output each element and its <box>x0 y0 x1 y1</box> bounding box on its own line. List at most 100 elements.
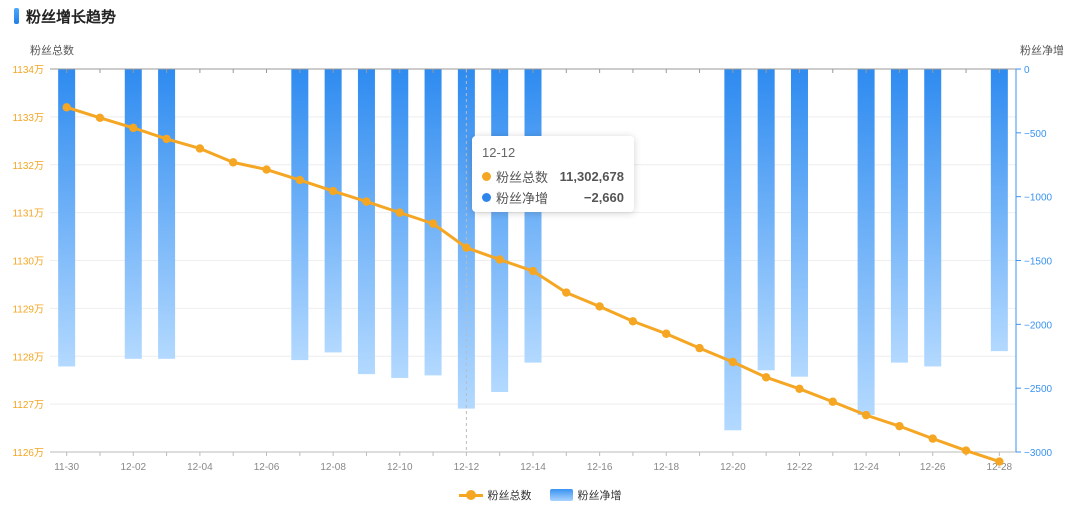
x-axis-tick-label: 12-10 <box>387 462 413 473</box>
bar <box>724 69 742 431</box>
left-axis-tick-label: 1126万 <box>12 448 44 459</box>
bar <box>524 69 542 363</box>
x-axis-tick-label: 12-04 <box>187 462 213 473</box>
axes: 1126万 1127万 1128万 1129万 1130万 1131万 1132万 1133万… <box>12 65 1052 473</box>
tooltip-dot-total <box>482 172 491 181</box>
line-point <box>562 288 571 297</box>
line-point <box>895 421 904 431</box>
line-point <box>95 113 105 123</box>
line-point <box>995 457 1004 466</box>
tooltip: 12-12 粉丝总数 11,302,678 粉丝净增 −2,660 <box>472 136 634 212</box>
left-axis-tick-label: 1132万 <box>12 161 44 172</box>
bar <box>857 69 875 415</box>
bar <box>391 69 409 378</box>
left-axis-name: 粉丝总数 <box>30 43 74 57</box>
legend-item-total[interactable]: 粉丝总数 <box>458 487 532 503</box>
x-axis-tick-label: 12-28 <box>987 462 1013 473</box>
x-axis-tick-label: 12-24 <box>853 462 879 473</box>
bar <box>924 69 942 367</box>
chart-legend: 粉丝总数 粉丝净增 <box>0 487 1080 503</box>
line-point <box>928 434 937 443</box>
right-axis-tick-label: −2000 <box>1024 320 1053 331</box>
x-axis-tick-label: 12-14 <box>520 462 546 473</box>
tooltip-label-net: 粉丝净增 <box>496 191 549 206</box>
line-point <box>628 317 638 326</box>
x-axis-tick-label: 12-20 <box>720 462 746 473</box>
line-point <box>961 446 971 455</box>
tooltip-value-total: 11,302,678 <box>559 169 624 184</box>
legend-line-swatch <box>458 488 483 502</box>
bar <box>357 69 375 375</box>
left-axis-tick-label: 1129万 <box>12 304 44 315</box>
line-point <box>195 144 205 153</box>
line-point <box>828 397 837 406</box>
line-point <box>295 175 305 185</box>
chart-title: 粉丝增长趋势 <box>26 8 117 26</box>
bar <box>990 69 1008 352</box>
line-point <box>662 329 671 338</box>
right-axis-tick-label: −2500 <box>1024 384 1053 395</box>
x-axis-tick-label: 12-12 <box>454 462 480 473</box>
left-axis-tick-label: 1131万 <box>12 209 44 220</box>
line-point <box>328 186 338 196</box>
line-point <box>262 165 271 174</box>
right-axis-name: 粉丝净增 <box>1020 43 1064 57</box>
line-point <box>795 384 804 394</box>
left-axis-tick-label: 1128万 <box>12 352 44 363</box>
chart-header: 粉丝增长趋势 <box>14 6 116 26</box>
bar <box>890 69 908 363</box>
left-axis-tick-label: 1134万 <box>12 65 44 76</box>
right-axis-tick-label: −1500 <box>1024 257 1053 268</box>
right-axis-tick-label: −3000 <box>1024 448 1053 459</box>
legend-label-total: 粉丝总数 <box>487 490 532 502</box>
x-axis-tick-label: 12-26 <box>920 462 946 473</box>
bar <box>124 69 142 359</box>
bar <box>291 69 309 361</box>
line-point <box>761 373 771 382</box>
title-accent-bar <box>14 8 19 24</box>
right-axis-tick-label: −1000 <box>1024 193 1053 204</box>
left-axis-tick-label: 1130万 <box>12 257 44 268</box>
x-axis-tick-label: 12-16 <box>587 462 613 473</box>
x-axis-tick-label: 12-08 <box>320 462 346 473</box>
line-point <box>861 410 871 420</box>
left-axis-tick-label: 1133万 <box>12 113 44 124</box>
line-point <box>62 103 71 112</box>
tooltip-label-total: 粉丝总数 <box>496 170 549 185</box>
line-point <box>495 255 504 264</box>
legend-item-net[interactable]: 粉丝净增 <box>549 487 622 503</box>
bar <box>790 69 808 377</box>
line-series <box>62 103 1004 466</box>
line-point <box>428 219 438 228</box>
tooltip-row-total: 粉丝总数 11,302,678 <box>482 166 624 187</box>
bar-series <box>58 69 1008 431</box>
x-axis-tick-label: 11-30 <box>54 462 79 473</box>
x-axis-tick-label: 12-18 <box>653 462 679 473</box>
right-axis-tick-label: 0 <box>1024 65 1030 76</box>
bar <box>757 69 775 371</box>
x-axis-tick-label: 12-02 <box>120 462 146 473</box>
line-point <box>595 302 604 311</box>
line-point <box>362 197 371 206</box>
left-axis-tick-label: 1127万 <box>12 400 44 411</box>
legend-bar-swatch <box>549 489 573 501</box>
bar <box>158 69 176 359</box>
line-point <box>162 134 171 144</box>
line-point <box>129 123 138 133</box>
line-point <box>695 343 704 353</box>
line-point <box>462 243 471 252</box>
bar <box>491 69 509 392</box>
bar <box>324 69 342 353</box>
x-axis-tick-label: 12-22 <box>787 462 813 473</box>
x-axis-tick-label: 12-06 <box>254 462 280 473</box>
tooltip-dot-net <box>482 193 491 202</box>
bar <box>58 69 76 367</box>
line-point <box>395 208 404 217</box>
tooltip-value-net: −2,660 <box>583 190 624 205</box>
line-point <box>229 158 238 167</box>
legend-label-net: 粉丝净增 <box>577 490 622 502</box>
tooltip-row-net: 粉丝净增 −2,660 <box>482 187 624 208</box>
line-point <box>728 357 738 367</box>
right-axis-tick-label: −500 <box>1024 129 1047 140</box>
